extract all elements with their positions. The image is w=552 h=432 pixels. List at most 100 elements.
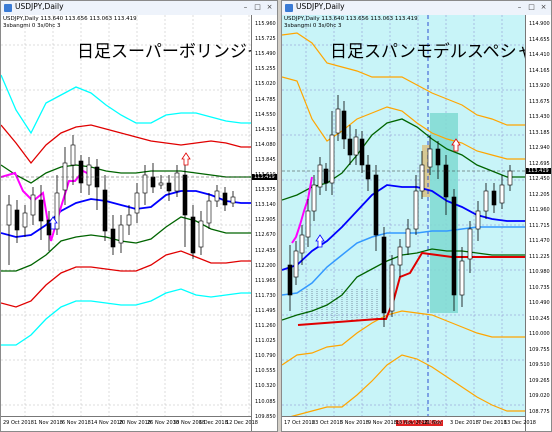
price-tick-label: 113.140: [255, 202, 276, 209]
left-chart-canvas[interactable]: [1, 15, 251, 419]
candle-body: [102, 189, 108, 232]
candle-body: [341, 110, 347, 140]
price-tick-label: 109.265: [529, 377, 550, 384]
price-tick-label: 114.080: [255, 141, 276, 148]
price-tick-label: 111.470: [529, 238, 550, 244]
price-tick-label: 110.245: [529, 315, 550, 322]
candle-body: [413, 190, 419, 230]
maximize-button[interactable]: □: [254, 3, 261, 11]
price-tick-label: 109.020: [529, 393, 550, 399]
upper-band-1sigma: [1, 164, 251, 184]
price-tick-label: 111.965: [255, 277, 276, 284]
candle-body: [483, 190, 489, 212]
price-tick-label: 112.695: [529, 160, 550, 167]
candle-body: [142, 174, 148, 194]
candle-body: [491, 190, 497, 206]
candle-body: [507, 170, 513, 186]
span-b-line: [282, 226, 525, 296]
time-tick-label: 21 Nov: [424, 420, 442, 426]
close-button[interactable]: ×: [540, 3, 547, 11]
right-time-axis[interactable]: 2018.11.29 00:00 17 Oct 2018 23 Oct 2018 5…: [282, 416, 536, 431]
candle-body: [335, 108, 341, 134]
time-tick-label: 1 Nov 2018: [34, 420, 63, 426]
right-plot-area[interactable]: USDJPY,Daily 113.640 113.656 113.063 113…: [282, 15, 525, 419]
lower-band-2sigma: [1, 250, 251, 308]
lower-band-1sigma: [1, 216, 251, 272]
candle-body: [419, 164, 425, 192]
right-price-axis[interactable]: 113.419 114.900 114.655 114.410 114.165 113.…: [525, 15, 551, 431]
candle-body: [206, 200, 212, 224]
time-tick-label: 6 Nov 2018: [62, 420, 91, 426]
price-tick-label: 114.785: [255, 96, 276, 103]
price-tick-label: 109.510: [529, 362, 550, 368]
left-title-bar[interactable]: USDJPY,Daily – □ ×: [1, 1, 277, 16]
candle-body: [118, 224, 124, 244]
price-tick-label: 114.550: [255, 111, 276, 118]
left-chart-window[interactable]: USDJPY,Daily – □ × USDJPY,Daily 113.640 …: [0, 0, 278, 432]
candle-body: [287, 264, 293, 296]
candle-body: [467, 228, 473, 260]
candle-body: [38, 199, 44, 222]
close-button[interactable]: ×: [266, 3, 273, 11]
candle-body: [323, 168, 329, 184]
candle-body: [54, 192, 60, 230]
left-symbol-info: USDJPY,Daily 113.640 113.656 113.063 113…: [3, 16, 137, 22]
candle-body: [381, 236, 387, 314]
left-time-axis[interactable]: 29 Oct 2018 1 Nov 2018 6 Nov 2018 14 Nov 20…: [1, 416, 258, 431]
right-date-highlight: 2018.11.29 00:00: [396, 420, 443, 426]
price-tick-label: 114.165: [529, 67, 550, 74]
middle-band-sma: [1, 190, 251, 238]
price-tick-label: 111.225: [529, 253, 550, 260]
time-tick-label: 12 Dec 2018: [226, 420, 258, 426]
right-chart-label: 日足スパンモデルスペシャル: [330, 42, 525, 62]
price-tick-label: 112.905: [255, 217, 276, 224]
candle-body: [14, 209, 20, 231]
candle-body: [499, 184, 505, 204]
left-plot-area[interactable]: USDJPY,Daily 113.640 113.656 113.063 113…: [1, 15, 251, 419]
price-tick-label: 115.020: [255, 81, 276, 88]
candle-body: [459, 260, 465, 296]
right-chart-window[interactable]: USDJPY,Daily – □ × USDJPY,Daily 113.640 …: [281, 0, 552, 432]
time-tick-label: 23 Oct 2018: [312, 420, 343, 426]
right-symbol-info: USDJPY,Daily 113.640 113.656 113.063 113…: [284, 16, 418, 22]
price-tick-label: 112.205: [529, 191, 550, 198]
chikou-span: [291, 176, 313, 244]
right-chart-canvas[interactable]: [282, 15, 525, 419]
time-tick-label: 17 Oct 2018: [284, 420, 315, 426]
price-tick-label: 112.200: [255, 262, 276, 269]
left-price-axis[interactable]: 113.419 115.960 115.725 115.490 115.255 115.…: [251, 15, 277, 431]
time-tick-label: 3 Dec 2018: [450, 420, 479, 426]
candle-body: [305, 210, 311, 238]
right-indicator-info: 3sbangmi 0 3s/0hc 3: [284, 23, 342, 29]
candle-body: [373, 174, 379, 236]
candle-body: [317, 164, 323, 188]
minimize-button[interactable]: –: [243, 3, 248, 11]
down-arrow-icon: [451, 138, 461, 152]
price-tick-label: 111.715: [529, 222, 550, 229]
upper-band-2sigma: [282, 76, 525, 160]
candle-body: [166, 182, 172, 192]
price-tick-label: 114.315: [255, 126, 276, 133]
time-tick-label: 13 Dec 2018: [504, 420, 536, 426]
price-tick-label: 113.920: [529, 83, 550, 89]
maximize-button[interactable]: □: [528, 3, 535, 11]
price-tick-label: 114.900: [529, 21, 550, 27]
candle-body: [198, 220, 204, 248]
lower-band-1sigma: [282, 248, 525, 321]
lower-band-outer: [282, 354, 525, 419]
right-title-bar[interactable]: USDJPY,Daily – □ ×: [282, 1, 551, 16]
price-tick-label: 115.255: [255, 66, 276, 73]
lower-band-2sigma: [282, 310, 525, 366]
price-tick-label: 110.555: [255, 368, 276, 375]
time-tick-label: 14 Nov 2018: [91, 420, 124, 426]
minimize-button[interactable]: –: [517, 3, 522, 11]
price-tick-label: 113.185: [529, 129, 550, 136]
chart-icon: [285, 4, 293, 12]
candle-body: [150, 176, 156, 188]
candle-body: [347, 138, 353, 156]
signal-zone-side: [422, 145, 430, 197]
price-tick-label: 112.670: [255, 232, 276, 239]
price-tick-label: 113.610: [255, 172, 276, 178]
candle-body: [365, 164, 371, 180]
left-current-price: 113.419: [252, 174, 277, 180]
